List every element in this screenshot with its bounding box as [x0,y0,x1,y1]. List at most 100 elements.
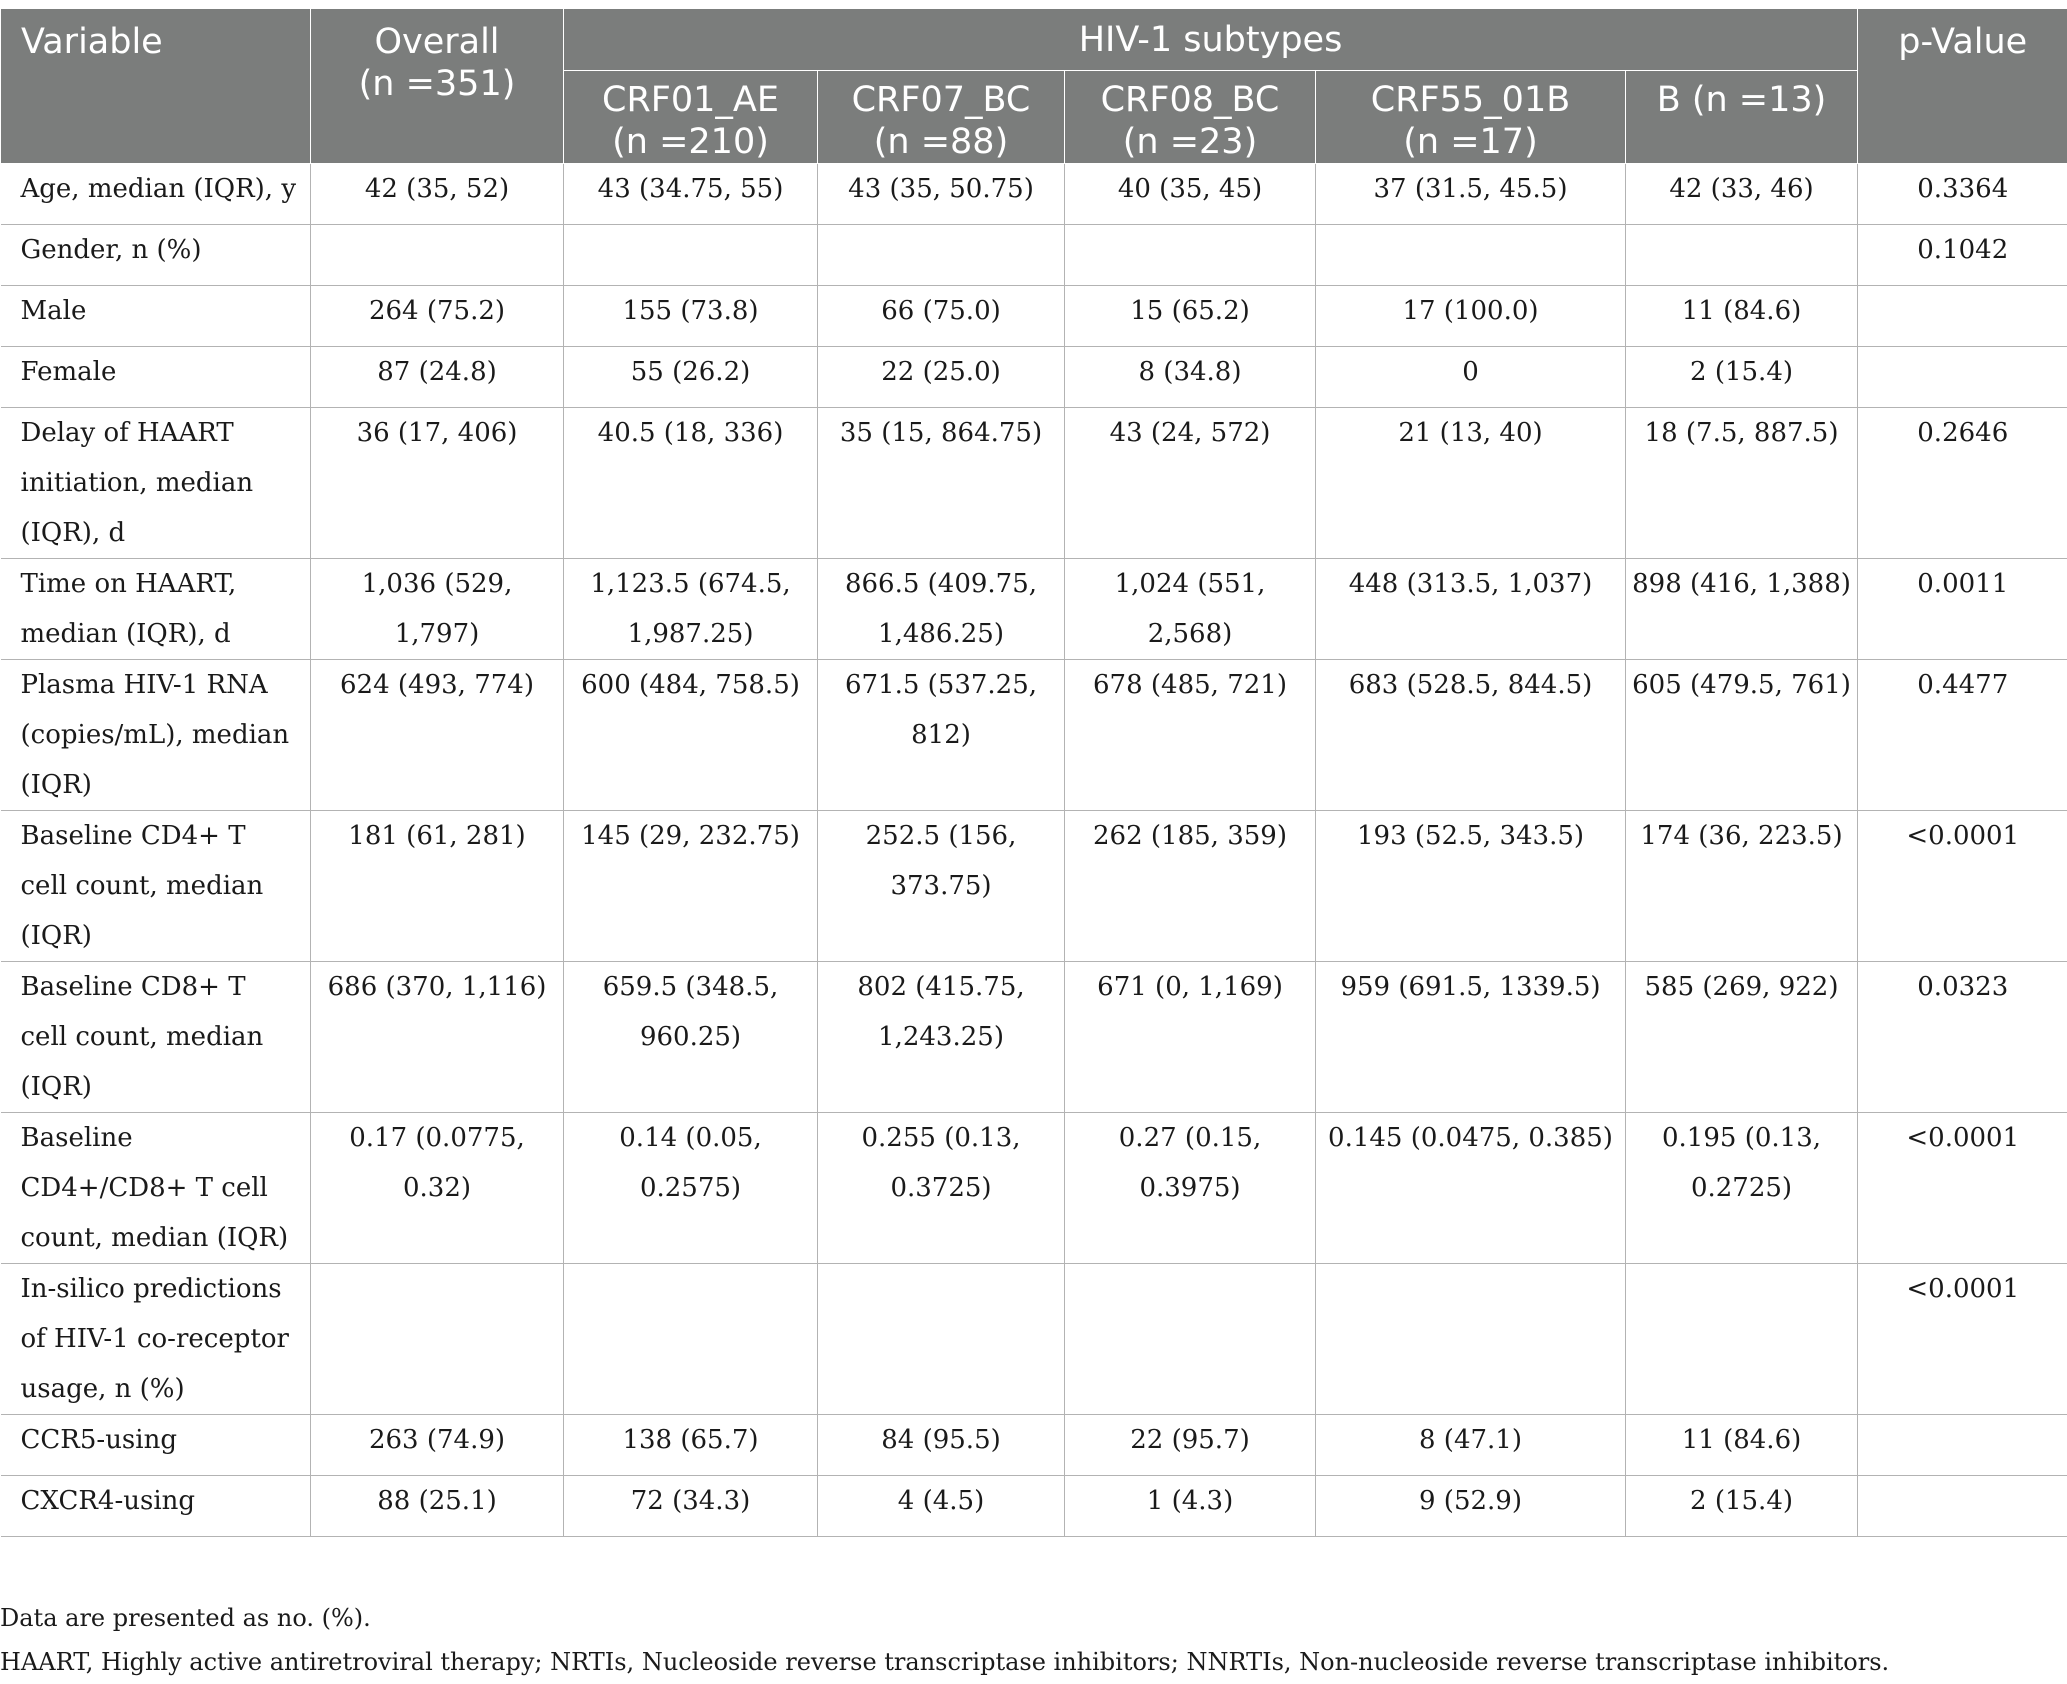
cell-crf07: 252.5 (156, 373.75) [818,811,1065,962]
cell-crf01: 155 (73.8) [564,286,818,347]
header-subtype: CRF08_BC(n =23) [1065,71,1316,164]
cell-overall: 88 (25.1) [311,1476,564,1537]
cell-crf08: 8 (34.8) [1065,347,1316,408]
cell-p: 0.0011 [1858,559,2067,660]
cell-crf08: 671 (0, 1,169) [1065,962,1316,1113]
table-row: CXCR4-using 88 (25.1) 72 (34.3) 4 (4.5) … [1,1476,2067,1537]
header-hiv-subtypes: HIV-1 subtypes [564,9,1858,71]
cell-b: 18 (7.5, 887.5) [1626,408,1858,559]
table-row: Gender, n (%) 0.1042 [1,225,2067,286]
table-row: Baseline CD4+/CD8+ T cell count, median … [1,1113,2067,1264]
cell-p: <0.0001 [1858,1264,2067,1415]
table-row: Delay of HAART initiation, median (IQR),… [1,408,2067,559]
subtype-name: CRF55_01B [1336,79,1605,121]
table-container: Variable Overall (n =351) HIV-1 subtypes… [0,8,2067,1537]
row-label: Baseline CD4+/CD8+ T cell count, median … [1,1113,311,1264]
cell-crf08: 40 (35, 45) [1065,164,1316,225]
cell-overall: 624 (493, 774) [311,660,564,811]
cell-overall: 42 (35, 52) [311,164,564,225]
cell-crf55: 0.145 (0.0475, 0.385) [1316,1113,1626,1264]
cell-crf07: 671.5 (537.25, 812) [818,660,1065,811]
cell-crf01: 72 (34.3) [564,1476,818,1537]
cell-overall: 1,036 (529, 1,797) [311,559,564,660]
cell-p [1858,1415,2067,1476]
table-row: CCR5-using 263 (74.9) 138 (65.7) 84 (95.… [1,1415,2067,1476]
cell-crf55: 683 (528.5, 844.5) [1316,660,1626,811]
cell-b: 0.195 (0.13, 0.2725) [1626,1113,1858,1264]
table-row: Plasma HIV-1 RNA (copies/mL), median (IQ… [1,660,2067,811]
row-label: Baseline CD4+ T cell count, median (IQR) [1,811,311,962]
table-row: Age, median (IQR), y 42 (35, 52) 43 (34.… [1,164,2067,225]
cell-p: 0.3364 [1858,164,2067,225]
table-row: Baseline CD4+ T cell count, median (IQR)… [1,811,2067,962]
cell-b: 605 (479.5, 761) [1626,660,1858,811]
cell-crf08 [1065,1264,1316,1415]
header-p-value: p-Value [1858,9,2067,164]
cell-crf55: 37 (31.5, 45.5) [1316,164,1626,225]
cell-crf01 [564,1264,818,1415]
header-overall-label: Overall [331,21,543,63]
cell-overall [311,1264,564,1415]
header-overall-n: (n =351) [331,63,543,105]
cell-crf07: 22 (25.0) [818,347,1065,408]
header-overall: Overall (n =351) [311,9,564,164]
cell-p [1858,286,2067,347]
cell-p [1858,1476,2067,1537]
cell-crf01: 40.5 (18, 336) [564,408,818,559]
cell-crf07: 66 (75.0) [818,286,1065,347]
cell-crf07: 0.255 (0.13, 0.3725) [818,1113,1065,1264]
cell-crf01: 43 (34.75, 55) [564,164,818,225]
table-row: Female 87 (24.8) 55 (26.2) 22 (25.0) 8 (… [1,347,2067,408]
subtype-name: B (n =13) [1646,79,1837,121]
cell-crf01: 659.5 (348.5, 960.25) [564,962,818,1113]
cell-b: 11 (84.6) [1626,286,1858,347]
table-footnotes: Data are presented as no. (%). HAART, Hi… [0,1596,2060,1684]
cell-crf01: 145 (29, 232.75) [564,811,818,962]
cell-crf55 [1316,1264,1626,1415]
cell-crf55 [1316,225,1626,286]
table-body: Age, median (IQR), y 42 (35, 52) 43 (34.… [1,164,2067,1537]
cell-crf07: 4 (4.5) [818,1476,1065,1537]
header-subtype: CRF07_BC(n =88) [818,71,1065,164]
cell-crf01: 600 (484, 758.5) [564,660,818,811]
cell-crf07: 866.5 (409.75, 1,486.25) [818,559,1065,660]
cell-p: 0.2646 [1858,408,2067,559]
subtype-name: CRF07_BC [838,79,1044,121]
cell-crf07: 35 (15, 864.75) [818,408,1065,559]
cell-crf07: 802 (415.75, 1,243.25) [818,962,1065,1113]
cell-crf07: 43 (35, 50.75) [818,164,1065,225]
row-label: Age, median (IQR), y [1,164,311,225]
cell-b [1626,1264,1858,1415]
cell-p: 0.4477 [1858,660,2067,811]
subtype-name: CRF01_AE [584,79,797,121]
cell-b: 11 (84.6) [1626,1415,1858,1476]
cell-overall: 263 (74.9) [311,1415,564,1476]
characteristics-table: Variable Overall (n =351) HIV-1 subtypes… [0,8,2067,1537]
cell-crf01 [564,225,818,286]
cell-overall: 36 (17, 406) [311,408,564,559]
cell-crf55: 193 (52.5, 343.5) [1316,811,1626,962]
row-label: In-silico predictions of HIV-1 co-recept… [1,1264,311,1415]
cell-overall: 264 (75.2) [311,286,564,347]
header-subtype: CRF01_AE(n =210) [564,71,818,164]
row-label: Delay of HAART initiation, median (IQR),… [1,408,311,559]
row-label: Male [1,286,311,347]
header-row-top: Variable Overall (n =351) HIV-1 subtypes… [1,9,2067,71]
table-row: Male 264 (75.2) 155 (73.8) 66 (75.0) 15 … [1,286,2067,347]
cell-crf08: 262 (185, 359) [1065,811,1316,962]
header-subtype: CRF55_01B(n =17) [1316,71,1626,164]
cell-crf07 [818,1264,1065,1415]
cell-b: 898 (416, 1,388) [1626,559,1858,660]
cell-crf01: 138 (65.7) [564,1415,818,1476]
cell-crf55: 959 (691.5, 1339.5) [1316,962,1626,1113]
subtype-n: (n =23) [1085,121,1295,163]
row-label: CXCR4-using [1,1476,311,1537]
cell-p [1858,347,2067,408]
table-row: In-silico predictions of HIV-1 co-recept… [1,1264,2067,1415]
cell-crf08: 43 (24, 572) [1065,408,1316,559]
cell-b: 2 (15.4) [1626,1476,1858,1537]
subtype-n: (n =210) [584,121,797,163]
header-variable: Variable [1,9,311,164]
cell-b: 2 (15.4) [1626,347,1858,408]
cell-crf08: 1,024 (551, 2,568) [1065,559,1316,660]
